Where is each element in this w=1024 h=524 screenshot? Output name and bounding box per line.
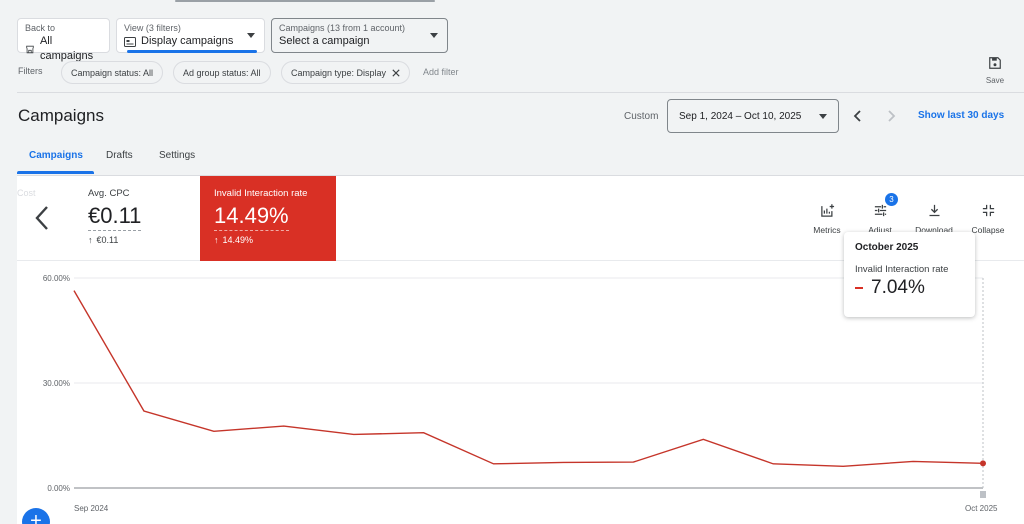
close-icon[interactable] <box>392 68 400 77</box>
y-tick-label: 30.00% <box>43 379 70 388</box>
active-tab-indicator <box>17 171 94 174</box>
x-tick-label: Oct 2025 <box>965 504 998 513</box>
create-fab-button[interactable]: + <box>22 508 50 524</box>
tune-icon <box>874 204 886 217</box>
filter-chip-campaign-type[interactable]: Campaign type: Display <box>281 61 411 84</box>
metric-label: Avg. CPC <box>88 188 130 199</box>
metrics-label: Metrics <box>813 225 841 235</box>
collapse-icon <box>982 204 994 217</box>
metric-delta-value: €0.11 <box>96 235 119 245</box>
arrow-up-icon: ↑ <box>214 235 219 245</box>
date-range-picker[interactable]: Sep 1, 2024 – Oct 10, 2025 <box>667 99 839 133</box>
y-tick-label: 60.00% <box>43 274 70 283</box>
metric-card-invalid-interaction-rate[interactable]: Invalid Interaction rate 14.49% ↑ 14.49% <box>200 176 336 261</box>
chip-label: Campaign status: All <box>71 67 154 78</box>
tooltip-series-swatch <box>855 287 863 289</box>
tab-campaigns[interactable]: Campaigns <box>29 150 83 161</box>
add-filter-link[interactable]: Add filter <box>423 67 459 77</box>
metrics-row: Cost Avg. CPC €0.11 ↑ €0.11 Invalid Inter… <box>17 176 1024 261</box>
filter-chip-ad-group-status[interactable]: Ad group status: All <box>173 61 271 84</box>
date-range-type-label: Custom <box>624 111 659 122</box>
next-period-icon[interactable] <box>884 108 898 124</box>
collapse-label: Collapse <box>971 225 1005 235</box>
arrow-up-icon: ↑ <box>88 235 93 245</box>
plus-icon: + <box>30 510 42 524</box>
collapse-button[interactable]: Collapse <box>966 203 1010 235</box>
line-chart[interactable]: 60.00% 30.00% 0.00% Sep 2024 Oct 2025 <box>17 262 1024 524</box>
store-icon <box>26 45 34 53</box>
campaign-selector[interactable]: Campaigns (13 from 1 account) Select a c… <box>271 18 448 53</box>
chevron-down-icon <box>430 33 438 38</box>
view-small-label: View (3 filters) <box>124 23 181 33</box>
page-title: Campaigns <box>18 106 104 125</box>
back-to-selector[interactable]: Back to All campaigns <box>17 18 110 62</box>
metric-label: Invalid Interaction rate <box>214 188 308 199</box>
save-icon <box>989 57 1001 69</box>
download-label: Download <box>915 225 953 235</box>
adjust-button[interactable]: Adjust <box>858 203 902 235</box>
filter-chip-campaign-status[interactable]: Campaign status: All <box>61 61 164 84</box>
data-point <box>980 460 986 467</box>
save-label: Save <box>985 76 1005 85</box>
campaign-small-label: Campaigns (13 from 1 account) <box>279 23 406 33</box>
metrics-button[interactable]: Metrics <box>805 203 849 235</box>
view-selector[interactable]: View (3 filters) Display campaigns <box>116 18 265 53</box>
chart-tooltip: October 2025 Invalid Interaction rate 7.… <box>844 232 975 317</box>
hover-handle <box>980 491 986 498</box>
filters-label: Filters <box>18 66 43 76</box>
chevron-left-icon[interactable] <box>34 204 50 232</box>
date-range-value: Sep 1, 2024 – Oct 10, 2025 <box>679 111 802 122</box>
metric-delta: ↑ 14.49% <box>214 235 322 245</box>
y-tick-label: 0.00% <box>47 484 70 493</box>
tab-settings[interactable]: Settings <box>159 150 196 161</box>
campaign-label: Select a campaign <box>279 35 370 47</box>
metric-value: 14.49% <box>214 203 289 231</box>
display-icon <box>124 36 136 47</box>
chip-label: Ad group status: All <box>183 67 261 78</box>
metric-value: €0.11 <box>88 203 142 231</box>
show-last-30-days-link[interactable]: Show last 30 days <box>918 110 1005 121</box>
download-button[interactable]: Download <box>912 203 956 235</box>
view-selected-underline <box>127 50 257 53</box>
tab-drafts[interactable]: Drafts <box>106 150 133 161</box>
back-to-small-label: Back to <box>25 23 56 33</box>
metric-delta-value: 14.49% <box>222 235 254 245</box>
previous-period-icon[interactable] <box>851 108 865 124</box>
save-button[interactable]: Save <box>982 56 1008 85</box>
chip-label: Campaign type: Display <box>291 67 387 78</box>
tooltip-metric-label: Invalid Interaction rate <box>855 264 949 275</box>
series-line <box>73 290 984 468</box>
tooltip-value: 7.04% <box>871 277 925 298</box>
chevron-down-icon <box>819 114 827 119</box>
back-to-label: All campaigns <box>39 35 94 62</box>
add-chart-icon <box>820 204 834 217</box>
metric-card-avg-cpc[interactable]: Avg. CPC €0.11 ↑ €0.11 <box>74 176 200 261</box>
adjust-label: Adjust <box>868 225 892 235</box>
view-label: Display campaigns <box>141 35 234 47</box>
x-tick-label: Sep 2024 <box>74 504 109 513</box>
chevron-down-icon <box>247 33 255 38</box>
adjust-count-badge: 3 <box>885 193 898 206</box>
tooltip-title: October 2025 <box>855 242 919 253</box>
top-scrollbar <box>175 0 435 2</box>
download-icon <box>929 204 939 217</box>
performance-panel: Cost Avg. CPC €0.11 ↑ €0.11 Invalid Inter… <box>17 175 1024 524</box>
cost-metric-label: Cost <box>17 188 36 198</box>
metric-delta: ↑ €0.11 <box>88 235 186 245</box>
header-divider <box>17 92 1024 93</box>
